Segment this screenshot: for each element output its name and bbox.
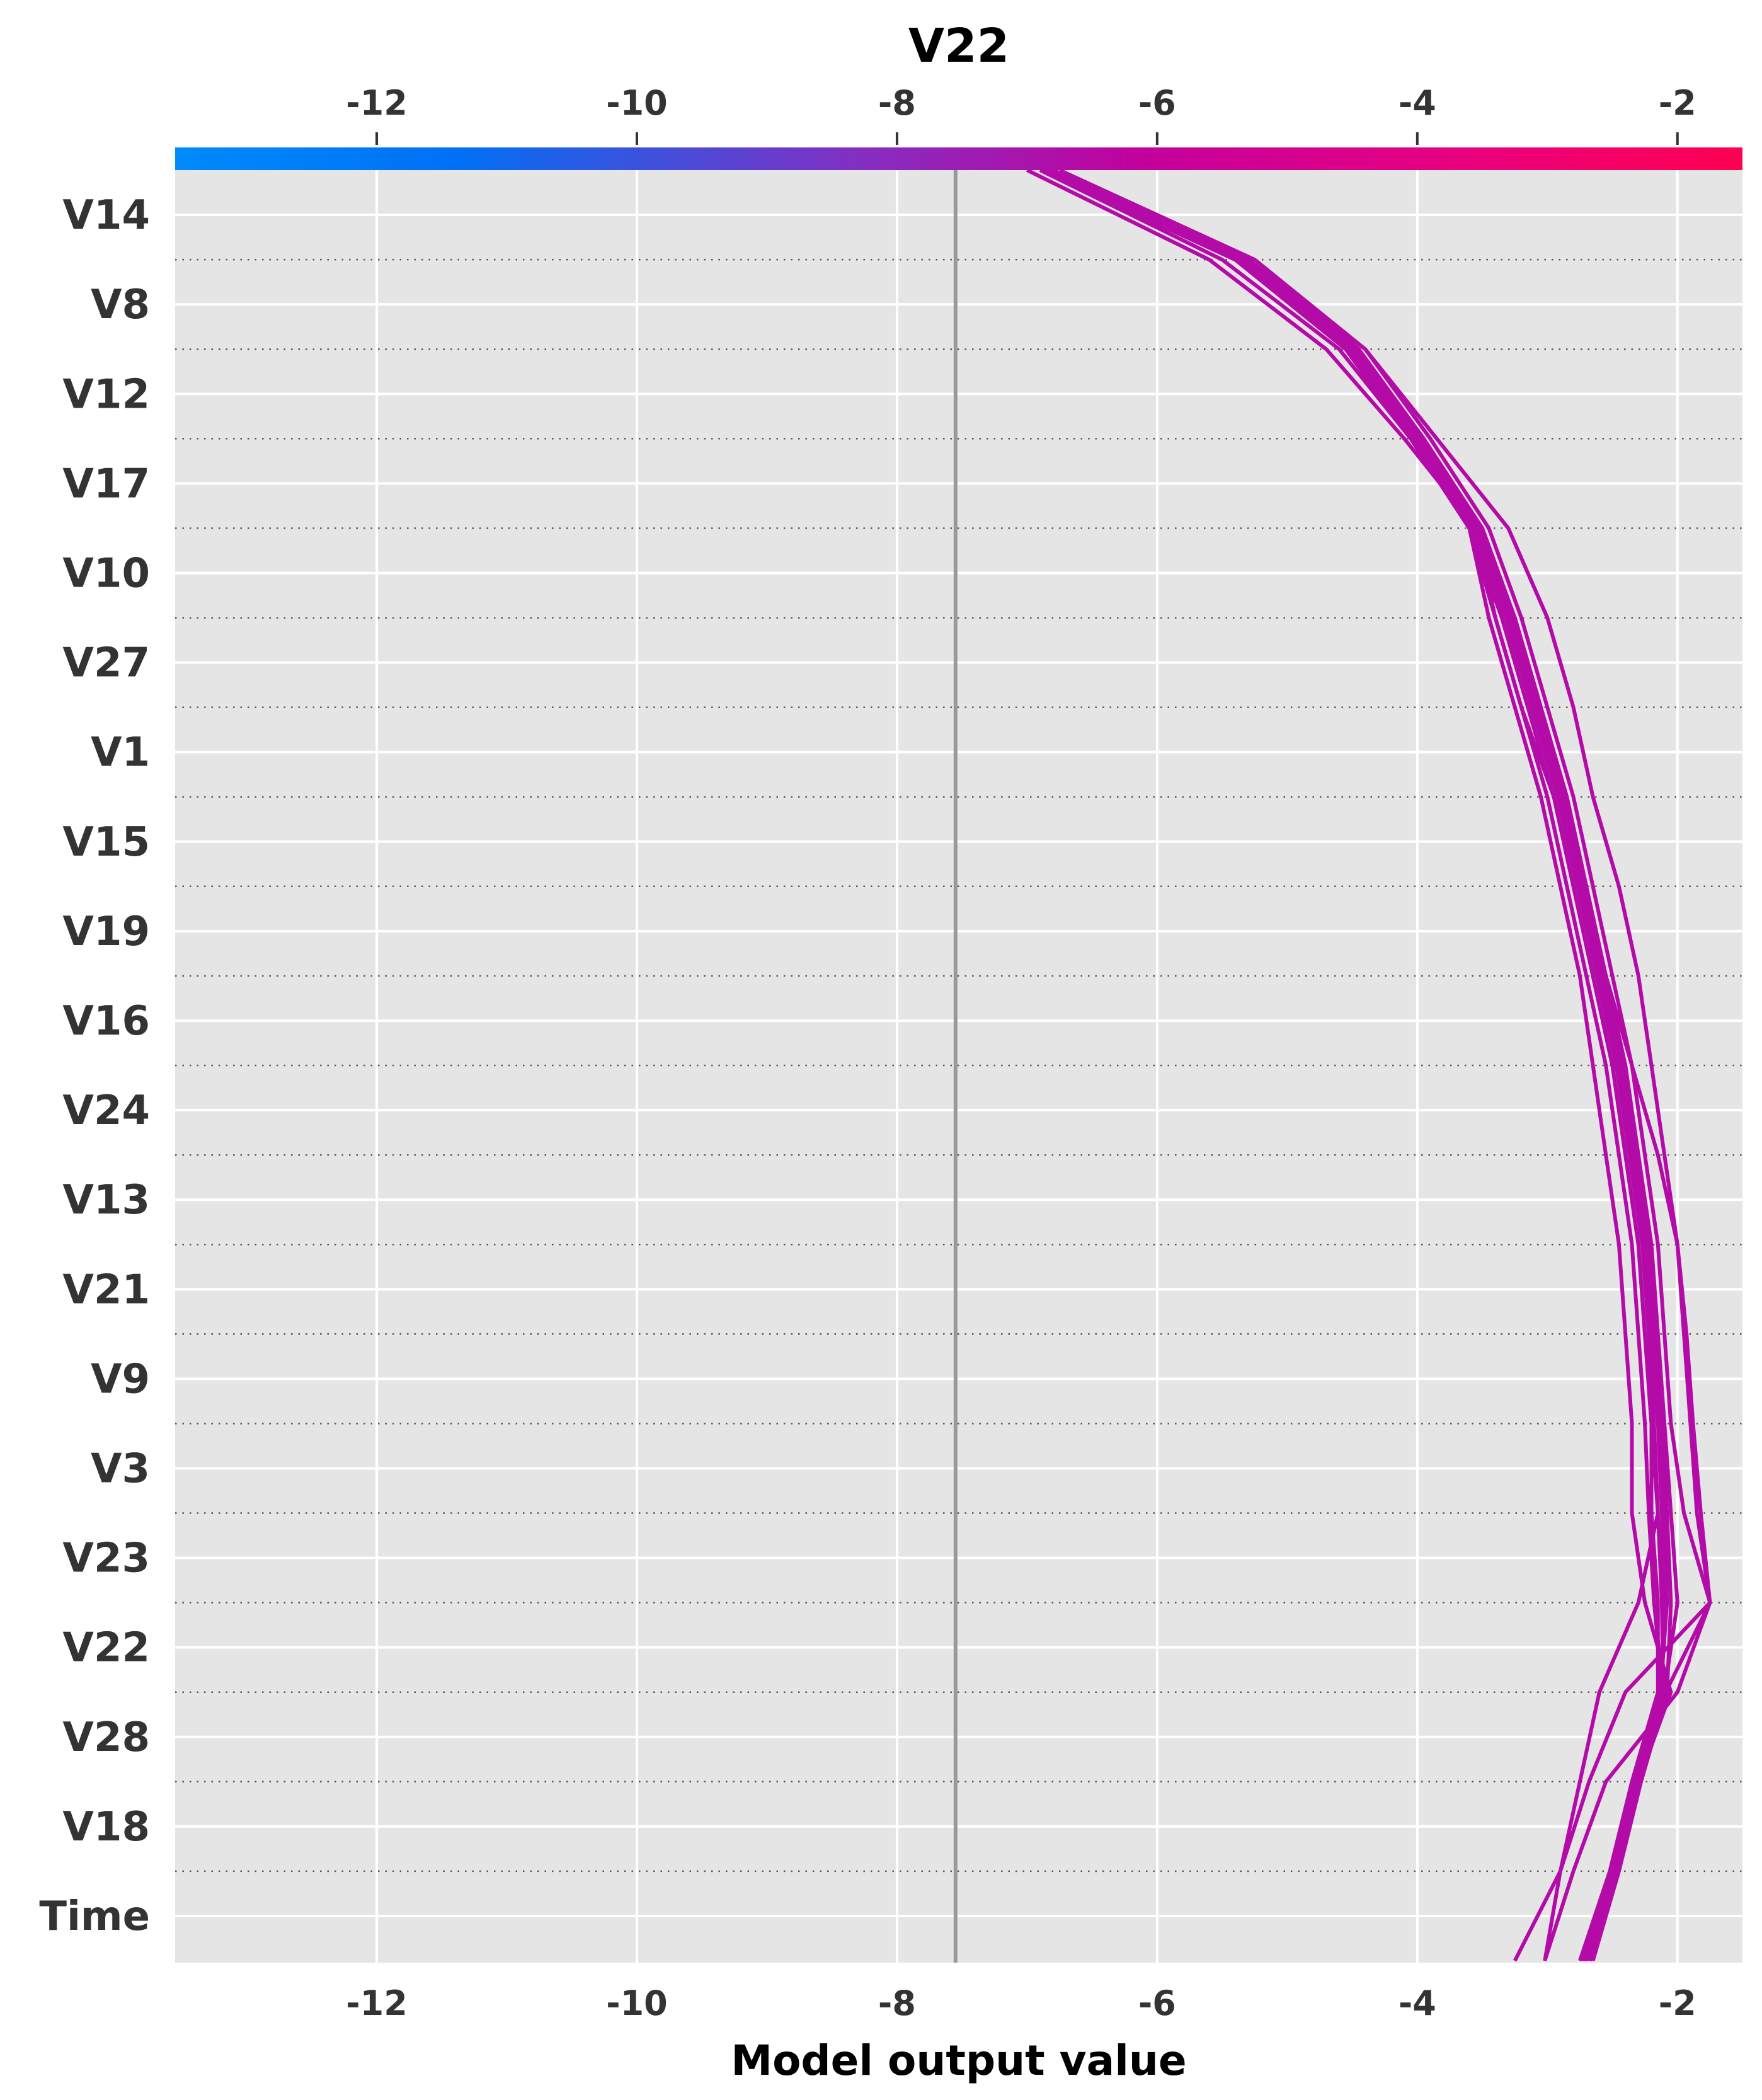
feature-label: V21 — [62, 1266, 150, 1313]
chart-title: V22 — [908, 19, 1009, 73]
x-tick-label-top: -8 — [878, 83, 916, 123]
feature-label: V17 — [62, 461, 150, 507]
x-tick-label-top: -6 — [1138, 83, 1176, 123]
series-lines — [1026, 168, 1712, 1962]
feature-label: V22 — [62, 1625, 150, 1672]
text-layer: V22 -12 -12 -10 -10 -8 -8 -6 -6 -4 -4 -2 -2 Model out… — [39, 19, 1696, 2085]
feature-label: V27 — [62, 640, 150, 687]
feature-label: V16 — [62, 998, 150, 1045]
feature-label: V9 — [91, 1356, 150, 1403]
x-tick-label-top: -12 — [346, 83, 408, 123]
x-tick-label-top: -10 — [606, 83, 668, 123]
x-tick-label-top: -4 — [1399, 83, 1436, 123]
feature-label: V24 — [62, 1087, 150, 1134]
feature-label: V19 — [62, 909, 150, 955]
feature-label: V14 — [62, 192, 150, 239]
x-tick-label-bottom: -4 — [1399, 1983, 1436, 2023]
series-line — [1052, 168, 1712, 1961]
x-axis-label: Model output value — [731, 2036, 1186, 2085]
series-line — [1052, 168, 1712, 1961]
feature-label: V28 — [62, 1714, 150, 1761]
x-tick-label-top: -2 — [1659, 83, 1696, 123]
x-tick-label-bottom: -10 — [606, 1983, 668, 2023]
x-tick-label-bottom: -6 — [1138, 1983, 1176, 2023]
feature-label: Time — [39, 1893, 150, 1940]
feature-label: V8 — [91, 282, 150, 328]
x-tick-label-bottom: -2 — [1659, 1983, 1696, 2023]
feature-label: V15 — [62, 819, 150, 866]
x-tick-label-bottom: -8 — [878, 1983, 916, 2023]
feature-label: V1 — [91, 730, 150, 776]
plot-background — [175, 159, 1742, 1963]
feature-label: V10 — [62, 550, 150, 597]
feature-label: V23 — [62, 1535, 150, 1582]
feature-label: V3 — [91, 1445, 150, 1492]
feature-label: V13 — [62, 1177, 150, 1224]
grid-layer — [175, 159, 1742, 1963]
series-line — [1047, 168, 1669, 1961]
x-tick-label-bottom: -12 — [346, 1983, 408, 2023]
feature-label: V18 — [62, 1804, 150, 1850]
feature-label: V12 — [62, 371, 150, 418]
colorbar — [175, 147, 1742, 170]
